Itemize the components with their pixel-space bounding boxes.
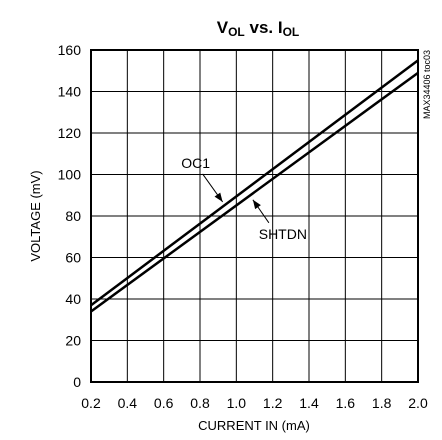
x-axis-label: CURRENT IN (mA) xyxy=(198,418,310,433)
y-tick-labels: 0 20 40 60 80 100 120 140 160 xyxy=(58,42,82,390)
annotation-label-shtdn: SHTDN xyxy=(259,226,307,242)
annotation-arrow-oc1-head xyxy=(214,192,223,202)
x-tick-label: 0.8 xyxy=(190,395,210,411)
chart-title-vs: vs. I xyxy=(245,18,283,37)
y-axis-label: VOLTAGE (mV) xyxy=(28,170,43,261)
x-tick-label: 1.0 xyxy=(227,395,247,411)
y-tick-label: 140 xyxy=(58,84,82,100)
x-tick-label: 1.8 xyxy=(372,395,392,411)
y-tick-label: 0 xyxy=(73,374,81,390)
y-tick-label: 160 xyxy=(58,42,82,58)
chart-title-sub-ol-2: OL xyxy=(283,25,300,39)
y-tick-label: 120 xyxy=(58,125,82,141)
series-line-shtdn xyxy=(90,71,419,313)
series-line-oc1 xyxy=(90,59,419,307)
x-tick-label: 0.4 xyxy=(118,395,138,411)
x-tick-label: 2.0 xyxy=(408,395,428,411)
y-tick-label: 100 xyxy=(58,167,82,183)
chart-title-v: V xyxy=(217,18,229,37)
x-tick-label: 0.6 xyxy=(154,395,174,411)
y-tick-label: 40 xyxy=(65,291,81,307)
x-tick-label: 1.2 xyxy=(263,395,283,411)
plot-frame xyxy=(90,49,419,383)
x-tick-label: 0.2 xyxy=(81,395,101,411)
chart-title: VOL vs. IOL xyxy=(217,18,300,39)
x-tick-label: 1.4 xyxy=(299,395,319,411)
y-tick-label: 20 xyxy=(65,333,81,349)
x-tick-label: 1.6 xyxy=(336,395,356,411)
side-id-label: MAX34406 toc03 xyxy=(422,50,432,119)
annotation-arrow-shtdn-head xyxy=(252,199,261,210)
series-layer xyxy=(90,59,419,313)
grid-lines xyxy=(90,49,419,383)
annotation-layer: OC1 SHTDN xyxy=(181,155,307,242)
annotation-label-oc1: OC1 xyxy=(181,155,210,171)
chart-title-sub-ol: OL xyxy=(228,25,245,39)
y-tick-label: 80 xyxy=(65,208,81,224)
x-tick-labels: 0.2 0.4 0.6 0.8 1.0 1.2 1.4 1.6 1.8 2.0 xyxy=(81,395,428,411)
y-tick-label: 60 xyxy=(65,250,81,266)
